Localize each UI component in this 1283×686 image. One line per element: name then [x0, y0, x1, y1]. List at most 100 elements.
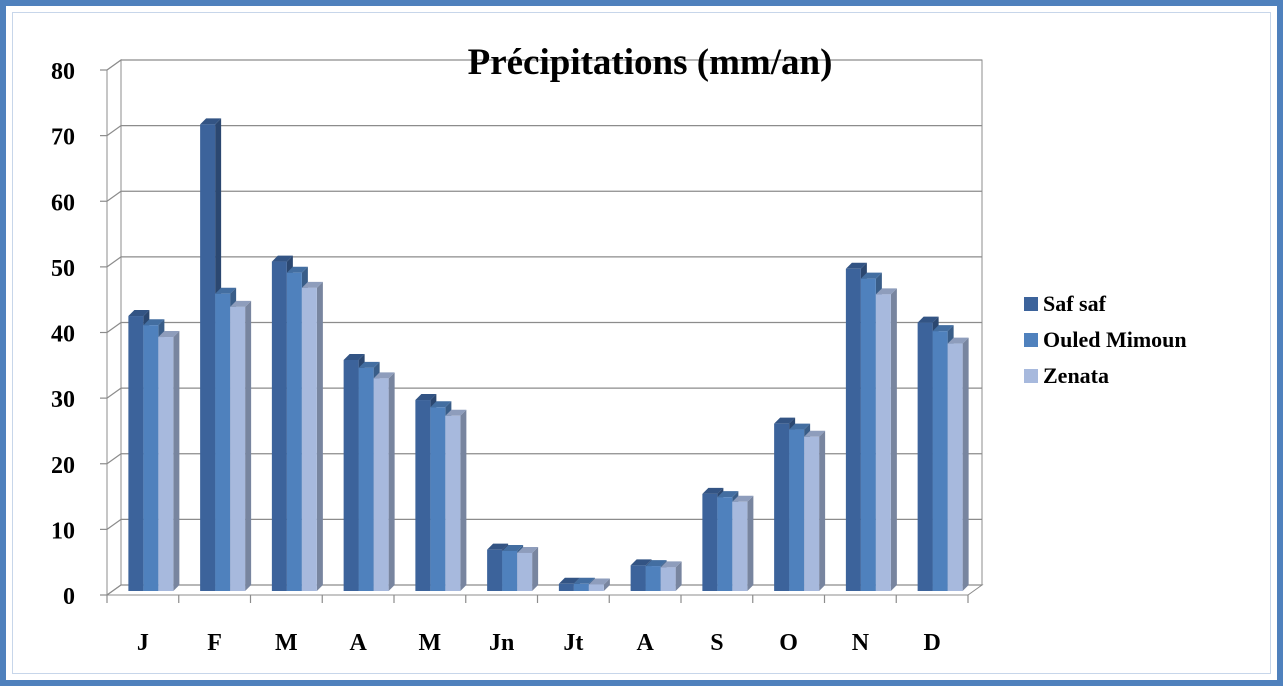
bar-side [603, 578, 610, 591]
x-axis-ticks: J F M A M Jn Jt A S O N D [106, 595, 969, 656]
bar-top [445, 409, 467, 416]
bar [158, 331, 180, 591]
legend-swatch [1024, 333, 1038, 347]
gridline [106, 518, 982, 530]
x-tick-label: O [779, 630, 798, 656]
gridline [106, 453, 982, 465]
y-tick-label: 0 [63, 584, 75, 610]
bar-front [917, 322, 933, 591]
legend-label: Saf saf [1043, 291, 1106, 316]
legend-item: Zenata [1024, 358, 1187, 394]
chart-title: Précipitations (mm/an) [468, 42, 833, 83]
bar-top [630, 559, 652, 566]
legend-label: Zenata [1043, 363, 1109, 388]
x-tick-label: M [419, 630, 442, 656]
bar-top [558, 577, 580, 584]
x-tick-label: N [852, 630, 870, 656]
gridline [106, 321, 982, 333]
bar [588, 578, 610, 591]
bar-side [890, 288, 897, 591]
bar-top [502, 544, 524, 551]
x-tick-label: Jt [563, 630, 583, 656]
bar-top [732, 495, 754, 502]
bar-front [373, 378, 389, 591]
x-tick-label: J [137, 630, 149, 656]
gridline [106, 256, 982, 268]
gridline [106, 190, 982, 202]
bar-top [286, 266, 308, 273]
bar-top [430, 401, 452, 408]
bar-side [173, 331, 180, 591]
bar-top [358, 361, 380, 368]
bar-top [158, 331, 180, 338]
bar [373, 372, 395, 591]
bar-front [573, 583, 589, 591]
bar [732, 495, 754, 591]
bar-front [645, 566, 661, 591]
bar-top [804, 430, 826, 437]
legend-label: Ouled Mimoun [1043, 327, 1187, 352]
bar-side [316, 281, 323, 591]
bar-top [717, 491, 739, 498]
bar-side [962, 337, 969, 591]
bar-front [215, 293, 231, 591]
y-tick-label: 40 [51, 322, 75, 348]
bar-side [675, 561, 682, 591]
bar-top [660, 561, 682, 568]
bar [445, 409, 467, 591]
bar-side [388, 372, 395, 591]
bar-front [430, 407, 446, 591]
bar-front [415, 400, 431, 591]
bar-top [271, 255, 293, 262]
bar [875, 288, 897, 591]
bar-top [917, 316, 939, 323]
y-tick-label: 60 [51, 190, 75, 216]
bar-top [343, 354, 365, 360]
legend-item: Saf saf [1024, 286, 1187, 322]
bar-front [502, 550, 518, 591]
bar-front [358, 367, 374, 591]
x-tick-label: A [636, 630, 654, 656]
legend-swatch [1024, 297, 1038, 311]
bar-front [875, 294, 891, 591]
bar-top [932, 325, 954, 332]
bar-front [932, 331, 948, 591]
bar-top [588, 578, 610, 585]
bar-front [301, 287, 317, 591]
bar [804, 430, 826, 591]
bar-top [301, 281, 323, 288]
y-tick-label: 10 [51, 518, 75, 544]
bar [230, 300, 252, 591]
bar-front [804, 436, 820, 591]
x-tick-label: S [710, 630, 723, 656]
bar-top [702, 487, 724, 494]
bar-front [845, 268, 861, 591]
bar [301, 281, 323, 591]
gridline [106, 125, 982, 137]
legend: Saf saf Ouled Mimoun Zenata [1024, 286, 1187, 394]
bar-front [789, 429, 805, 591]
bar-front [200, 124, 216, 591]
chart-area-border [12, 12, 1271, 674]
bar-front [558, 583, 574, 591]
bar-top [517, 546, 539, 553]
bar-front [947, 343, 963, 591]
bar-side [819, 430, 826, 591]
bar [947, 337, 969, 591]
bars [128, 118, 969, 591]
bar-top [774, 417, 796, 424]
bar-front [860, 278, 876, 591]
bar-front [702, 493, 718, 591]
gridlines [106, 59, 982, 596]
x-tick-label: F [207, 630, 222, 656]
bar-top [373, 372, 395, 379]
bar-front [343, 360, 359, 591]
bar-side [460, 409, 467, 591]
y-tick-label: 70 [51, 125, 75, 151]
bar-front [445, 415, 461, 591]
legend-swatch [1024, 369, 1038, 383]
bar-top [845, 262, 867, 269]
y-tick-label: 50 [51, 256, 75, 282]
y-axis-ticks: 0 10 20 30 40 50 60 70 80 [51, 59, 107, 610]
